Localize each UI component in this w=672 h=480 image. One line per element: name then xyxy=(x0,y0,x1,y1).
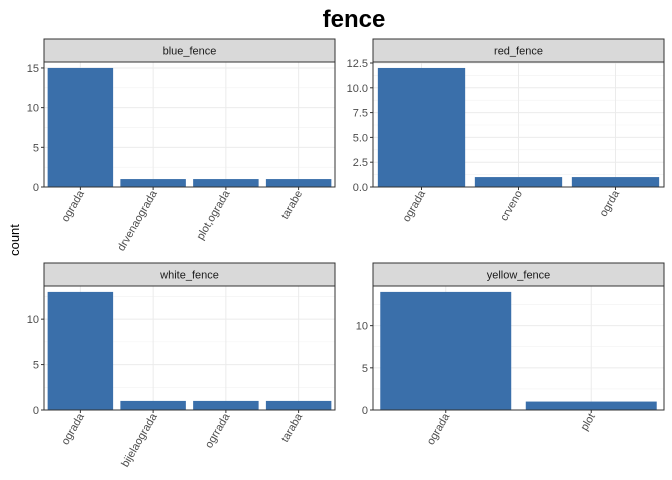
facet-strip xyxy=(43,262,336,287)
facet-panels: 0 5 10 15 ograda drvenaograda plot,ograda tarab… xyxy=(27,38,665,470)
y-tick-label: 0 xyxy=(362,405,368,417)
x-tick-label: plot xyxy=(579,412,598,433)
facet-yellow_fence: 0 5 10 ograda plot yellow_fence xyxy=(356,262,665,447)
y-tick-label: 10 xyxy=(356,321,368,333)
bar-ogrda xyxy=(571,177,660,187)
x-tick-label: plot,ograda xyxy=(195,188,233,242)
y-tick-label: 12.5 xyxy=(347,58,368,70)
bar-ograda xyxy=(377,67,466,187)
x-tick-label: drvenaograda xyxy=(115,188,160,254)
y-tick-label: 7.5 xyxy=(353,108,368,120)
bar-ograda xyxy=(47,291,114,410)
y-tick-label: 10 xyxy=(27,314,39,326)
y-tick-label: 2.5 xyxy=(353,157,368,169)
facet-strip-label: red_fence xyxy=(494,46,543,58)
y-tick-label: 5 xyxy=(33,360,39,372)
x-tick-label: bijelaograda xyxy=(119,411,160,470)
facet-blue_fence: 0 5 10 15 ograda drvenaograda plot,ograda tarab… xyxy=(27,38,336,254)
bar-drvenaograda xyxy=(120,179,186,187)
y-tick-label: 5 xyxy=(33,142,39,154)
facet-strip-label: yellow_fence xyxy=(487,270,551,282)
chart-title: fence xyxy=(323,6,386,33)
y-tick-label: 10.0 xyxy=(347,83,368,95)
bar-crveno xyxy=(474,177,563,187)
x-tick-label: taraba xyxy=(279,411,305,445)
y-tick-label: 0 xyxy=(33,405,39,417)
facet-strip-label: blue_fence xyxy=(163,46,217,58)
bar-tarabe xyxy=(265,179,332,187)
x-tick-label: crveno xyxy=(498,189,525,224)
y-tick-label: 0.0 xyxy=(353,182,368,194)
bar-plot xyxy=(525,401,657,410)
bar-taraba xyxy=(265,400,332,410)
x-tick-label: ograda xyxy=(425,411,453,447)
x-tick-label: ogrrada xyxy=(203,411,233,451)
bar-ograda xyxy=(380,291,512,410)
y-tick-label: 0 xyxy=(33,182,39,194)
facet-strip-label: white_fence xyxy=(159,270,219,282)
facet-red_fence: 0.0 2.5 5.0 7.5 10.0 12.5 ograda crveno ogrda red… xyxy=(347,38,665,224)
x-tick-label: ograda xyxy=(401,188,429,224)
facet-strip xyxy=(372,38,665,63)
y-tick-label: 5.0 xyxy=(353,132,368,144)
y-tick-label: 10 xyxy=(27,103,39,115)
y-tick-label: 5 xyxy=(362,363,368,375)
bar-ogrrada xyxy=(193,400,259,410)
x-tick-label: tarabe xyxy=(279,189,305,222)
facet-strip xyxy=(372,262,665,287)
y-axis-label: count xyxy=(7,224,22,256)
facet-white_fence: 0 5 10 ograda bijelaograda ogrrada taraba white… xyxy=(27,262,336,470)
bar-bijelaograda xyxy=(120,400,186,410)
x-tick-label: ograda xyxy=(59,411,87,447)
x-tick-label: ograda xyxy=(59,188,87,224)
y-tick-label: 15 xyxy=(27,63,39,75)
bar-plot,ograda xyxy=(193,179,259,187)
facet-strip xyxy=(43,38,336,63)
bar-ograda xyxy=(47,67,114,187)
x-tick-label: ogrda xyxy=(598,188,623,219)
